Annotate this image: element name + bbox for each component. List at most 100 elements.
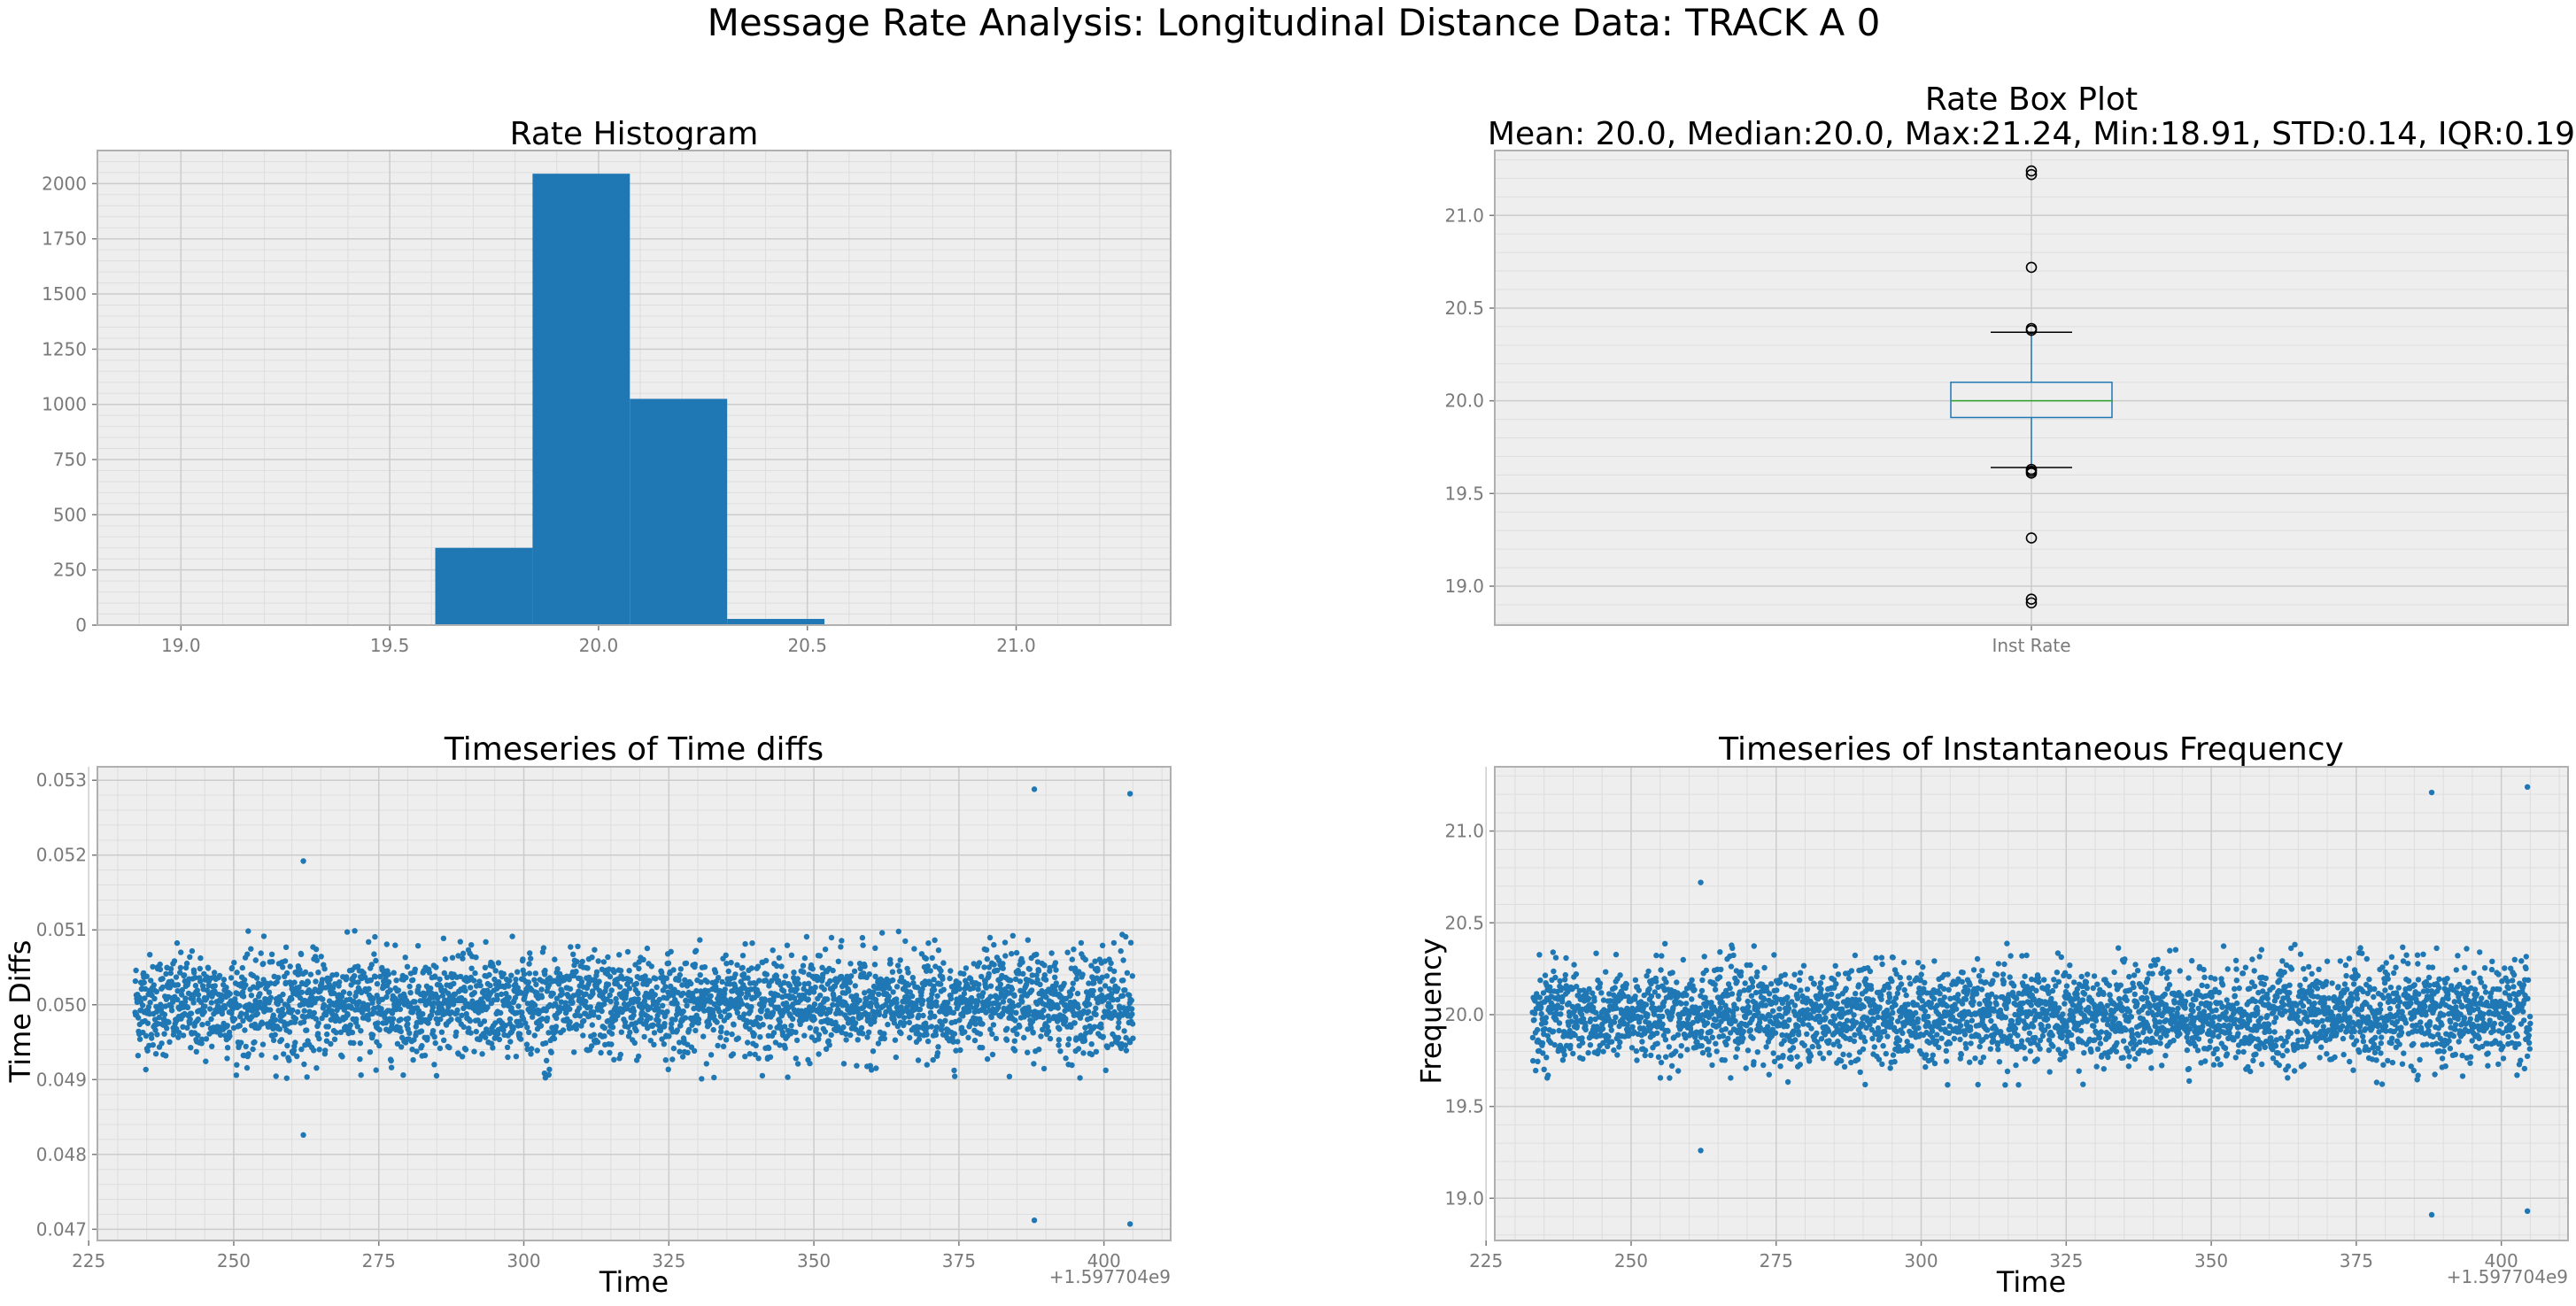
time-diffs-point xyxy=(505,1054,511,1061)
time-diffs-point xyxy=(167,966,174,972)
frequency-point xyxy=(1701,954,1707,960)
figure-title: Message Rate Analysis: Longitudinal Dist… xyxy=(708,1,1881,44)
frequency-point xyxy=(1573,971,1580,978)
time-diffs-point xyxy=(473,1028,479,1035)
time-diffs-point xyxy=(794,1061,801,1067)
time-diffs-point xyxy=(142,995,148,1001)
time-diffs-point xyxy=(354,1024,360,1030)
time-diffs-point xyxy=(677,966,684,972)
time-diffs-point xyxy=(513,1054,520,1060)
time-diffs-point xyxy=(580,1032,586,1039)
frequency-point xyxy=(1667,994,1675,1001)
time-diffs-point xyxy=(571,1049,577,1055)
frequency-point xyxy=(1571,962,1577,968)
time-diffs-point xyxy=(1077,1075,1083,1081)
time-diffs-point xyxy=(365,1001,371,1008)
time-diffs-point xyxy=(795,981,802,987)
frequency-point xyxy=(1800,962,1807,969)
time-diffs-point xyxy=(1081,1038,1088,1044)
time-diffs-point xyxy=(847,1032,854,1039)
time-diffs-point xyxy=(156,1014,162,1021)
time-diffs-point xyxy=(385,978,392,985)
frequency-point xyxy=(1811,981,1817,987)
time-diffs-point xyxy=(254,1010,260,1017)
time-diffs-point xyxy=(600,959,607,965)
time-diffs-point xyxy=(292,1039,298,1046)
time-diffs-point xyxy=(347,1022,353,1028)
time-diffs-point xyxy=(352,928,358,934)
frequency-point xyxy=(1751,943,1758,949)
frequency-point xyxy=(1835,971,1842,978)
time-diffs-point xyxy=(433,1016,439,1023)
frequency-point xyxy=(1625,1032,1632,1039)
time-diffs-point xyxy=(1074,990,1081,997)
time-diffs-point xyxy=(868,1000,874,1007)
histogram-bar xyxy=(435,547,533,625)
time-diffs-point xyxy=(152,1051,159,1057)
time-diffs-point xyxy=(870,1048,877,1055)
time-diffs-point xyxy=(1109,1041,1115,1047)
time-diffs-point xyxy=(389,1020,395,1026)
time-diffs-point xyxy=(1129,1011,1135,1017)
time-diffs-point xyxy=(1106,985,1113,993)
time-diffs-point xyxy=(655,1017,661,1024)
time-diffs-point xyxy=(599,1008,605,1015)
time-diffs-point xyxy=(793,1029,799,1036)
frequency-point xyxy=(1741,987,1747,993)
time-diffs-point xyxy=(651,1030,658,1036)
frequency-point xyxy=(1808,975,1814,982)
time-diffs-point xyxy=(280,964,286,970)
frequency-point xyxy=(1749,984,1756,990)
time-diffs-point xyxy=(1002,953,1009,959)
time-diffs-point xyxy=(174,982,182,988)
time-diffs-point xyxy=(674,1011,680,1018)
time-diffs-point xyxy=(507,1039,514,1045)
time-diffs-point xyxy=(1010,1003,1017,1009)
time-diffs-point xyxy=(280,991,286,998)
time-diffs-point xyxy=(273,1073,279,1079)
frequency-point xyxy=(1852,952,1859,959)
time-diffs-point xyxy=(746,1026,753,1032)
time-diffs-point xyxy=(984,1055,991,1063)
time-diffs-point xyxy=(689,1022,695,1028)
time-diffs-point xyxy=(133,967,139,974)
time-diffs-point xyxy=(507,978,513,984)
time-diffs-point xyxy=(773,973,780,979)
frequency-point xyxy=(1585,995,1592,1002)
time-diffs-point xyxy=(647,1038,654,1044)
time-diffs-point xyxy=(719,978,725,985)
frequency-point xyxy=(1765,1024,1771,1030)
frequency-point xyxy=(1617,972,1623,978)
time-diffs-point xyxy=(376,1026,383,1033)
frequency-point xyxy=(1767,991,1773,997)
box-plot-y-tick-label: 20.5 xyxy=(1444,298,1484,319)
frequency-point xyxy=(1639,1039,1645,1045)
time-diffs-point xyxy=(298,1046,305,1053)
time-diffs-point xyxy=(1069,1062,1075,1069)
time-diffs-point xyxy=(1099,974,1106,981)
time-diffs-point xyxy=(617,984,623,990)
time-diffs-point xyxy=(701,964,708,970)
time-diffs-point xyxy=(816,1032,823,1038)
time-diffs-point xyxy=(684,1002,690,1009)
time-diffs-point xyxy=(870,989,877,995)
time-diffs-point xyxy=(1086,1001,1093,1008)
time-diffs-point xyxy=(939,1022,946,1029)
frequency-point xyxy=(1538,1010,1544,1017)
time-diffs-point xyxy=(319,977,326,983)
time-diffs-point xyxy=(1093,1011,1099,1018)
time-diffs-point xyxy=(1116,1019,1122,1026)
time-diffs-point xyxy=(931,977,937,983)
frequency-point xyxy=(1653,1030,1660,1037)
time-diffs-point xyxy=(337,979,343,985)
time-diffs-point xyxy=(403,974,409,981)
time-diffs-point xyxy=(669,1056,676,1063)
box-plot-axes-border xyxy=(1494,150,2569,626)
time-diffs-point xyxy=(742,1054,748,1060)
time-diffs-point xyxy=(144,1020,151,1026)
frequency-point xyxy=(1708,1010,1715,1017)
time-diffs-point xyxy=(358,1072,364,1078)
time-diffs-point xyxy=(1017,978,1024,985)
frequency-point xyxy=(1537,977,1543,984)
frequency-point xyxy=(1568,1018,1574,1024)
